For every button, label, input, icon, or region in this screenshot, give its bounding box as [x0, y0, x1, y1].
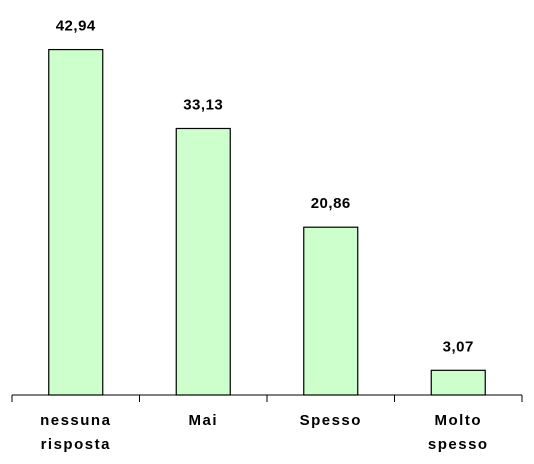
data-label: 33,13 — [183, 96, 223, 113]
bar — [430, 369, 486, 396]
data-label: 20,86 — [311, 195, 351, 212]
data-label: 3,07 — [443, 338, 474, 355]
bar — [48, 48, 104, 396]
bar — [303, 226, 359, 396]
x-tick-label: nessuna risposta — [40, 412, 112, 453]
x-tick-label: Molto spesso — [427, 412, 489, 453]
bar — [175, 127, 231, 396]
x-tick-label: Mai — [188, 412, 218, 429]
data-label: 42,94 — [56, 18, 96, 35]
x-tick-label: Spesso — [299, 412, 362, 429]
